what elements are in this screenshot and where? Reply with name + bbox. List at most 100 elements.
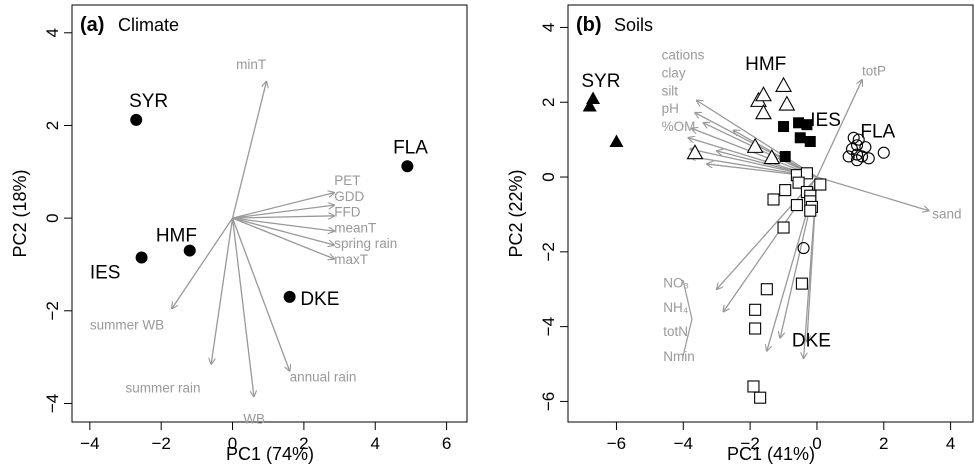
site-label: DKE — [300, 289, 339, 310]
data-point — [767, 193, 780, 206]
variable-label: summer rain — [126, 380, 201, 395]
x-tick-label: 0 — [228, 434, 237, 453]
loading-arrow — [232, 217, 335, 259]
data-point — [760, 283, 773, 296]
data-point — [130, 113, 143, 126]
panel-title: Climate — [118, 15, 179, 35]
variable-label: %OM — [662, 119, 696, 134]
data-point — [801, 119, 813, 131]
data-point — [749, 322, 762, 335]
site-label: SYR — [581, 71, 620, 92]
data-point — [754, 391, 767, 404]
data-point — [850, 154, 864, 167]
data-point — [283, 290, 296, 303]
data-point — [790, 199, 803, 212]
data-point — [755, 86, 772, 102]
site-label: FLA — [393, 137, 428, 158]
y-tick-label: 2 — [43, 121, 62, 130]
data-point — [777, 221, 790, 234]
data-point — [778, 95, 796, 111]
loading-arrow — [816, 176, 929, 211]
data-point — [800, 167, 813, 180]
site-label: DKE — [792, 331, 831, 352]
variable-label: cations — [662, 47, 705, 62]
data-point — [797, 242, 810, 255]
x-axis-title: PC1 (41%) — [727, 444, 815, 464]
x-tick-label: 2 — [299, 434, 308, 453]
climate-panel: −4 −2 0 2 4 6 −4 −2 0 2 4 PC1 (74%) PC2 (18%) (a) Clim… — [10, 4, 468, 464]
loading-arrow — [232, 217, 335, 231]
plot-frame — [71, 4, 468, 423]
variable-label: silt — [662, 83, 679, 98]
plot-frame — [567, 4, 974, 423]
y-tick-label: 4 — [43, 28, 62, 37]
x-tick-label: −6 — [607, 434, 626, 453]
loading-arrow — [231, 218, 254, 396]
y-tick-label: 0 — [539, 172, 558, 181]
data-point — [763, 148, 781, 165]
y-tick-label: −6 — [539, 392, 558, 411]
x-tick-label: −4 — [674, 434, 693, 453]
data-point — [814, 178, 827, 191]
loading-arrow — [232, 193, 335, 219]
data-point — [842, 150, 855, 163]
loading-arrow — [232, 205, 335, 219]
data-point — [877, 146, 890, 159]
data-point — [746, 137, 764, 153]
data-point — [792, 176, 805, 189]
data-point — [755, 104, 772, 120]
data-point — [609, 134, 624, 148]
variable-label: PET — [334, 173, 360, 188]
y-tick-label: −4 — [43, 394, 62, 413]
x-tick-label: 6 — [442, 434, 451, 453]
variable-label: NH₄ — [663, 300, 688, 315]
loading-arrow — [172, 217, 234, 308]
variable-label: pH — [662, 101, 679, 116]
data-point — [794, 132, 806, 144]
panel-letter: (a) — [80, 14, 104, 36]
site-label: HMF — [745, 54, 786, 75]
data-point — [749, 303, 762, 316]
data-point — [779, 184, 792, 197]
loading-arrow — [231, 217, 290, 371]
variable-label: annual rain — [290, 370, 357, 385]
data-point — [862, 152, 875, 165]
x-tick-label: 2 — [879, 434, 888, 453]
loading-arrow — [717, 176, 818, 289]
y-tick-label: 0 — [43, 213, 62, 222]
data-point — [793, 117, 805, 129]
loading-arrow — [697, 100, 818, 178]
nitrogen-bracket — [682, 279, 693, 357]
data-point — [183, 244, 196, 257]
variable-label: spring rain — [334, 236, 397, 251]
site-label: SYR — [129, 91, 168, 112]
loading-arrow — [211, 218, 234, 364]
x-tick-label: −2 — [740, 434, 759, 453]
data-point — [852, 133, 865, 146]
panel-title: Soils — [614, 15, 653, 35]
data-point — [804, 204, 817, 217]
y-tick-label: 4 — [539, 23, 558, 32]
y-tick-label: −2 — [539, 242, 558, 261]
x-tick-label: −2 — [151, 434, 170, 453]
panel-letter: (b) — [576, 14, 602, 36]
loading-arrow — [232, 217, 335, 245]
site-label: HMF — [156, 225, 197, 246]
loading-arrow — [231, 81, 267, 219]
y-tick-label: −4 — [539, 317, 558, 336]
data-point — [135, 251, 148, 264]
variable-label: clay — [662, 65, 686, 80]
y-axis-title: PC2 (22%) — [506, 169, 526, 257]
data-point — [582, 98, 597, 112]
y-tick-label: 2 — [539, 98, 558, 107]
variable-label: minT — [236, 57, 266, 72]
x-tick-label: 4 — [371, 434, 380, 453]
variable-label: Nmin — [663, 349, 695, 364]
variable-label: sand — [932, 206, 961, 221]
site-label: IES — [810, 110, 841, 131]
y-tick-label: −2 — [43, 301, 62, 320]
data-point — [747, 380, 760, 393]
x-tick-label: 0 — [812, 434, 821, 453]
y-axis-title: PC2 (18%) — [10, 169, 30, 257]
